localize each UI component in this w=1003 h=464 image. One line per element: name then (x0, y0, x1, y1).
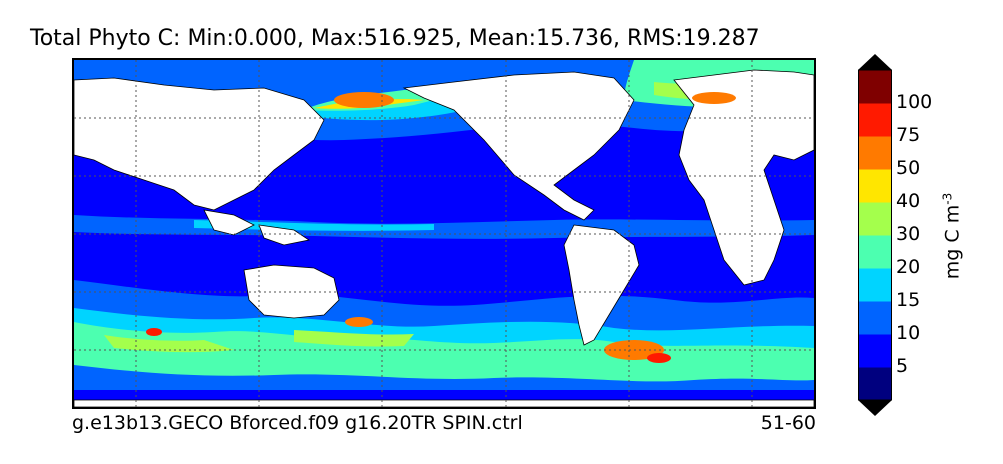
gridlines (74, 60, 814, 407)
colorbar-tick-label: 75 (896, 124, 921, 146)
colorbar-segment (858, 202, 892, 236)
colorbar-segment (858, 268, 892, 302)
colorbar-segment (858, 103, 892, 137)
map-panel (72, 58, 816, 409)
colorbar-tick-label: 20 (896, 256, 921, 278)
colorbar-segment (858, 334, 892, 368)
colorbar-segment (858, 301, 892, 335)
land-north-america (402, 71, 635, 221)
equatorial-band (194, 220, 434, 231)
colorbar-tick-label: 10 (896, 322, 921, 344)
colorbar-segment (858, 367, 892, 401)
colorbar-tick-label: 100 (896, 91, 933, 113)
colorbar-segment (858, 169, 892, 203)
colorbar-tick-label: 15 (896, 289, 921, 311)
land-maritime-se-asia (203, 209, 311, 246)
colorbar-over-arrow (858, 54, 892, 70)
colorbar-outline (858, 69, 892, 401)
colorbar-segment (858, 136, 892, 170)
colorbar (858, 54, 892, 416)
years-label: 51-60 (760, 412, 816, 434)
colorbar-tick-label: 30 (896, 223, 921, 245)
colorbar-segment (858, 70, 892, 104)
colorbar-segment (858, 235, 892, 269)
unit-base: mg C m (941, 204, 964, 280)
hotspot-new-zealand (345, 317, 373, 327)
land-antarctica (74, 399, 814, 407)
southern-ocean-band (104, 330, 414, 353)
unit-exponent: -3 (940, 192, 955, 205)
phyto-map (74, 60, 814, 407)
colorbar-unit-label: mg C m-3 (940, 193, 963, 279)
land-south-america (563, 224, 640, 346)
map-title: Total Phyto C: Min:0.000, Max:516.925, M… (30, 26, 760, 51)
case-name-label: g.e13b13.GECO Bforced.f09 g16.20TR SPIN.… (72, 412, 523, 434)
land-australia (243, 264, 340, 319)
hotspot-bering (334, 92, 394, 108)
hotspot-kerguelen (146, 328, 162, 336)
colorbar-tick-label: 5 (896, 355, 909, 377)
hotspot-patagonia (647, 353, 671, 363)
colorbar-tick-label: 40 (896, 190, 921, 212)
hotspot-north-atlantic (692, 92, 736, 104)
colorbar-under-arrow (858, 400, 892, 416)
land-europe-africa (673, 69, 814, 286)
colorbar-tick-label: 50 (896, 157, 921, 179)
